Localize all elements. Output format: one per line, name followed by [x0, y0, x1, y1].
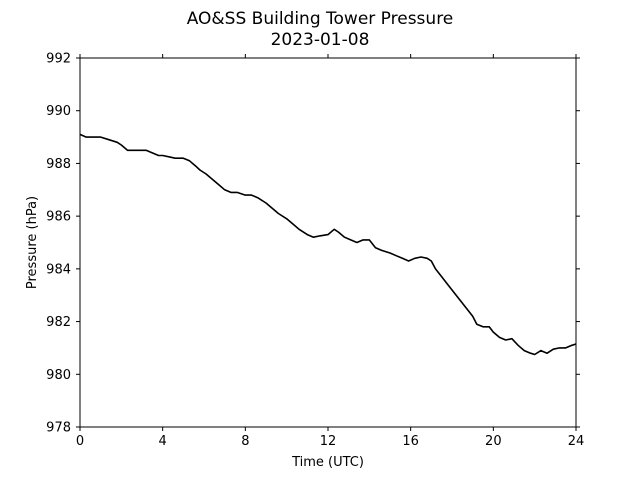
x-axis-label: Time (UTC) [291, 455, 364, 470]
x-tick-label: 4 [159, 434, 167, 449]
x-tick-label: 24 [568, 434, 585, 449]
y-tick-label: 982 [46, 315, 71, 330]
pressure-series-line [79, 133, 577, 356]
x-tick-label: 12 [320, 434, 337, 449]
y-tick-label: 978 [46, 421, 71, 436]
y-tick-label: 988 [46, 157, 71, 172]
y-tick-label: 984 [46, 262, 71, 277]
x-tick-label: 8 [241, 434, 249, 449]
y-tick-label: 992 [46, 52, 71, 67]
y-tick-label: 990 [46, 104, 71, 119]
y-tick-label: 986 [46, 210, 71, 225]
axis-ticks: 0 4 8 12 16 20 24 978 980 982 984 986 988 990 992 [46, 52, 584, 450]
series-layer [79, 133, 577, 356]
chart-title: AO&SS Building Tower Pressure [187, 9, 454, 29]
y-tick-label: 980 [46, 368, 71, 383]
plot-frame [79, 57, 577, 428]
x-tick-label: 0 [76, 434, 84, 449]
y-axis-label: Pressure (hPa) [25, 196, 40, 289]
x-tick-label: 16 [402, 434, 419, 449]
x-tick-label: 20 [485, 434, 502, 449]
chart-subtitle: 2023-01-08 [271, 30, 370, 50]
